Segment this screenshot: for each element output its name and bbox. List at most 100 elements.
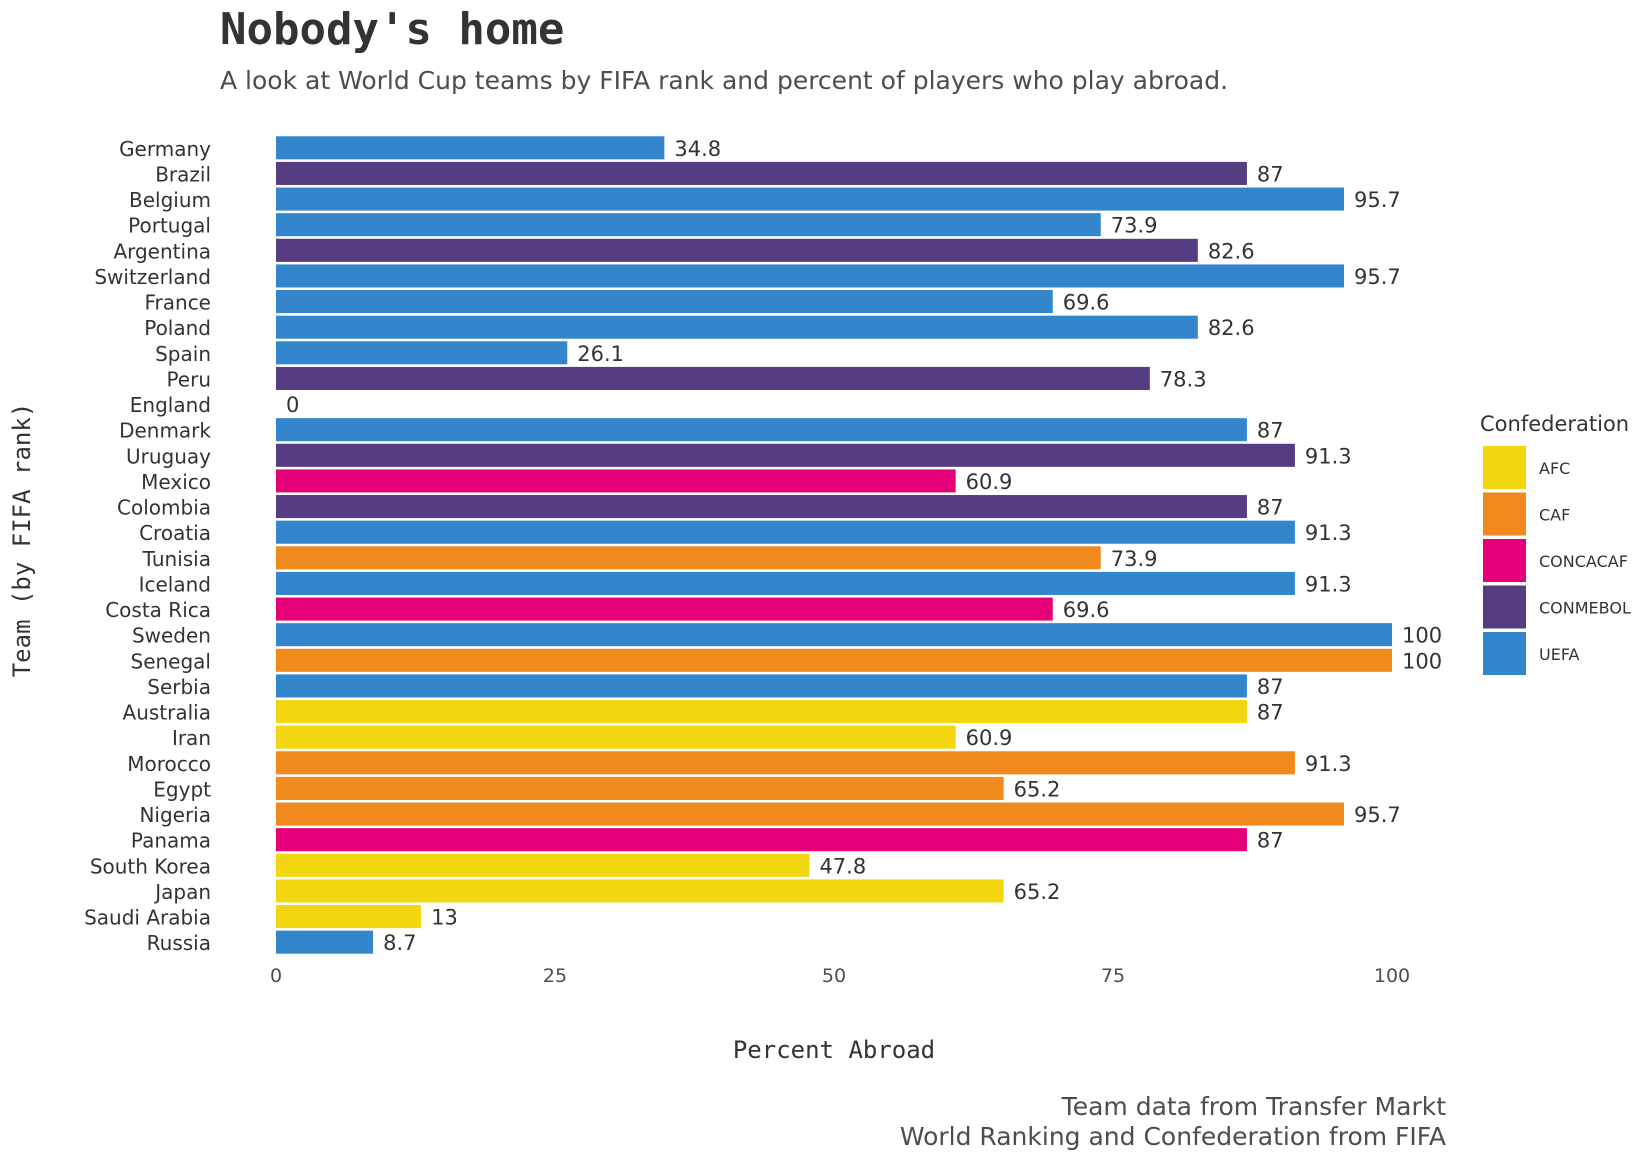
value-label: 8.7: [383, 931, 416, 955]
value-label: 87: [1257, 701, 1284, 725]
chart-title: Nobody's home: [220, 4, 565, 55]
bar-senegal: [276, 648, 1392, 672]
category-label: South Korea: [90, 854, 211, 878]
value-label: 69.6: [1063, 291, 1110, 315]
bar-uruguay: [276, 443, 1295, 467]
legend-label: CAF: [1539, 506, 1570, 525]
category-label: Belgium: [129, 188, 211, 212]
category-label: Morocco: [127, 752, 211, 776]
chart-caption: Team data from Transfer Markt World Rank…: [900, 1092, 1446, 1152]
value-label: 91.3: [1305, 444, 1352, 468]
value-label: 100: [1402, 624, 1442, 648]
value-label: 65.2: [1014, 880, 1061, 904]
value-label: 87: [1257, 829, 1284, 853]
bar-argentina: [276, 238, 1198, 262]
bar-japan: [276, 879, 1004, 903]
value-label: 87: [1257, 496, 1284, 520]
category-label: Spain: [155, 342, 211, 366]
legend-key-caf: [1483, 492, 1526, 536]
value-label: 69.6: [1063, 598, 1110, 622]
bar-colombia: [276, 495, 1247, 519]
caption-line-2: World Ranking and Confederation from FIF…: [899, 1122, 1446, 1151]
y-axis-title: Team (by FIFA rank): [8, 403, 36, 678]
value-label: 65.2: [1014, 777, 1061, 801]
value-label: 82.6: [1208, 316, 1255, 340]
bar-panama: [276, 828, 1247, 852]
legend: Confederation AFC CAF CONCACAF CONMEBOL UEFA: [1480, 412, 1631, 675]
bar-tunisia: [276, 546, 1101, 570]
value-label: 13: [431, 906, 458, 930]
legend-title: Confederation: [1480, 412, 1629, 436]
value-label: 91.3: [1305, 752, 1352, 776]
bar-south-korea: [276, 853, 810, 877]
x-tick-label: 75: [1101, 965, 1125, 987]
bar-portugal: [276, 213, 1101, 237]
bar-spain: [276, 341, 568, 365]
value-label: 60.9: [966, 470, 1013, 494]
bar-switzerland: [276, 264, 1345, 288]
value-label: 47.8: [819, 854, 866, 878]
bar-poland: [276, 315, 1198, 339]
bar-serbia: [276, 674, 1247, 698]
category-label: Switzerland: [94, 265, 211, 289]
category-label: Serbia: [147, 675, 211, 699]
bar-brazil: [276, 161, 1247, 185]
value-label: 95.7: [1354, 188, 1401, 212]
value-label: 0: [286, 393, 299, 417]
category-label: Uruguay: [126, 444, 211, 468]
bar-nigeria: [276, 802, 1345, 826]
category-label: Mexico: [141, 470, 211, 494]
bar-morocco: [276, 751, 1295, 775]
category-label: Sweden: [132, 624, 211, 648]
bar-denmark: [276, 418, 1247, 442]
category-label: Saudi Arabia: [84, 906, 211, 930]
value-label: 100: [1402, 649, 1442, 673]
x-axis-title: Percent Abroad: [733, 1036, 935, 1064]
legend-label: UEFA: [1539, 645, 1580, 664]
legend-key-uefa: [1483, 632, 1526, 675]
bar-belgium: [276, 187, 1345, 211]
caption-line-1: Team data from Transfer Markt: [1061, 1092, 1446, 1121]
category-label: Senegal: [131, 649, 212, 673]
value-label: 78.3: [1160, 367, 1207, 391]
value-label: 73.9: [1111, 547, 1158, 571]
x-tick-label: 0: [270, 965, 282, 987]
bar-costa-rica: [276, 597, 1053, 621]
value-label: 73.9: [1111, 214, 1158, 238]
legend-label: CONMEBOL: [1539, 599, 1631, 618]
category-label: Iceland: [139, 572, 211, 596]
legend-key-afc: [1483, 446, 1526, 489]
legend-label: AFC: [1539, 459, 1570, 478]
value-label: 34.8: [674, 137, 721, 161]
value-label: 95.7: [1354, 803, 1401, 827]
category-label: England: [130, 393, 211, 417]
category-label: Egypt: [153, 777, 211, 801]
value-label: 91.3: [1305, 572, 1352, 596]
bar-sweden: [276, 623, 1392, 647]
category-label: Costa Rica: [105, 598, 211, 622]
value-label: 82.6: [1208, 239, 1255, 263]
category-label: Germany: [119, 137, 211, 161]
x-axis-ticks: 0 25 50 75 100: [270, 965, 1410, 987]
bar-iceland: [276, 571, 1295, 595]
category-label: Argentina: [113, 239, 211, 263]
bar-saudi-arabia: [276, 905, 422, 929]
category-label: Russia: [147, 931, 211, 955]
bar-australia: [276, 700, 1247, 724]
category-label: Denmark: [119, 419, 211, 443]
category-label: Nigeria: [139, 803, 211, 827]
value-label: 87: [1257, 162, 1284, 186]
category-label: Poland: [144, 316, 211, 340]
category-label: Colombia: [117, 496, 211, 520]
bar-croatia: [276, 520, 1295, 544]
bar-france: [276, 290, 1053, 314]
category-label: France: [144, 291, 211, 315]
category-label: Panama: [131, 829, 211, 853]
legend-key-conmebol: [1483, 585, 1526, 629]
chart-subtitle: A look at World Cup teams by FIFA rank a…: [220, 66, 1229, 95]
bar-egypt: [276, 776, 1004, 800]
value-label: 87: [1257, 675, 1284, 699]
bar-germany: [276, 136, 665, 160]
bars-layer: [276, 136, 1392, 954]
